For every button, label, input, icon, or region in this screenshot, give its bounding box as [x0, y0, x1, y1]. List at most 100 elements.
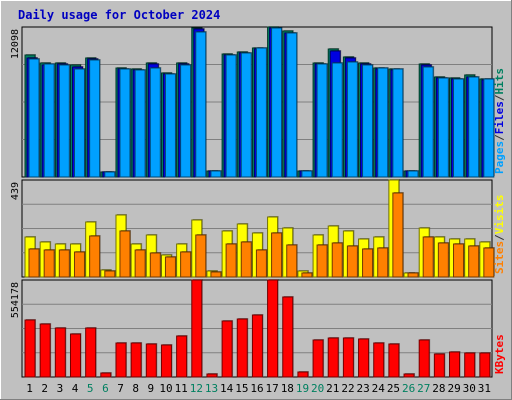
bar-face [468, 245, 480, 278]
bar-face [240, 52, 252, 178]
bar-visits-sites-day-30 [468, 245, 480, 278]
bar-kbytes-kbytes-day-27 [418, 339, 431, 378]
bar-face [286, 32, 298, 178]
bar-visits-sites-day-20 [316, 244, 329, 278]
bar-face [39, 323, 51, 378]
bar-face [69, 333, 81, 378]
bar-kbytes-kbytes-day-2 [39, 323, 52, 378]
bar-hits-pages-day-23 [362, 64, 374, 178]
bar-kbytes-kbytes-day-21 [327, 337, 340, 378]
bar-face [134, 69, 146, 178]
bar-visits-sites-day-14 [225, 243, 238, 278]
bar-face [373, 342, 385, 378]
bar-kbytes-kbytes-day-31 [479, 352, 491, 378]
bar-face [85, 327, 97, 378]
x-tick-label-day-13: 13 [205, 382, 218, 395]
bar-face [180, 64, 192, 178]
bar-visits-sites-day-12 [195, 234, 207, 278]
bar-face [160, 344, 172, 378]
bar-kbytes-kbytes-day-8 [130, 342, 143, 378]
bar-hits-pages-day-24 [377, 67, 389, 178]
x-tick-label-day-14: 14 [220, 382, 234, 395]
bar-face [251, 314, 263, 378]
x-tick-label-day-10: 10 [159, 382, 172, 395]
bar-visits-sites-day-22 [346, 245, 359, 278]
bar-hits-pages-day-7 [119, 68, 131, 178]
x-tick-label-day-17: 17 [266, 382, 279, 395]
bar-kbytes-kbytes-day-11 [176, 335, 188, 378]
x-tick-label-day-21: 21 [326, 382, 339, 395]
x-tick-label-day-26: 26 [402, 382, 415, 395]
bar-visits-sites-day-31 [483, 247, 495, 278]
x-tick-label-day-31: 31 [478, 382, 491, 395]
bar-hits-pages-day-20 [316, 63, 329, 178]
bar-face [191, 279, 203, 378]
bar-visits-sites-day-10 [164, 256, 177, 278]
bar-face [286, 244, 298, 278]
bar-face [346, 245, 358, 278]
bar-kbytes-kbytes-day-12 [191, 279, 203, 378]
bar-visits-sites-day-21 [331, 242, 344, 278]
bar-hits-pages-day-18 [286, 32, 298, 178]
bar-visits-sites-day-26 [407, 272, 420, 278]
bar-face [28, 58, 40, 178]
bar-kbytes-kbytes-day-17 [267, 279, 279, 378]
bar-face [236, 318, 248, 378]
bar-face [437, 242, 449, 278]
bar-hits-pages-day-14 [225, 54, 238, 178]
bar-face [418, 339, 430, 378]
bar-hits-pages-day-30 [468, 76, 480, 178]
bar-face [453, 78, 465, 178]
bar-face [130, 342, 142, 378]
legend-hits: Hits [493, 68, 506, 95]
bar-kbytes-kbytes-day-28 [433, 353, 446, 378]
legend-visits: Visits [493, 195, 506, 235]
bar-face [104, 171, 116, 178]
x-tick-label-day-11: 11 [175, 382, 188, 395]
legend-pages: Pages [493, 141, 506, 174]
bar-face [453, 243, 465, 278]
x-tick-label-day-8: 8 [132, 382, 139, 395]
x-tick-label-day-25: 25 [387, 382, 400, 395]
bar-face [407, 272, 419, 278]
bar-face [210, 271, 222, 278]
bar-kbytes-kbytes-day-13 [206, 373, 218, 378]
x-tick-label-day-4: 4 [72, 382, 79, 395]
bar-hits-pages-day-8 [134, 69, 147, 178]
bar-face [403, 373, 415, 378]
panel-kbytes-ymax-label: 554178 [10, 282, 21, 318]
bar-face [221, 320, 233, 378]
bar-face [316, 244, 328, 278]
bar-face [225, 54, 237, 178]
bar-kbytes-kbytes-day-18 [282, 296, 294, 378]
bar-kbytes-kbytes-day-4 [69, 333, 82, 378]
bar-face [195, 31, 207, 178]
bar-visits-sites-day-6 [104, 270, 116, 278]
bar-visits-sites-day-24 [377, 247, 389, 278]
bar-face [73, 251, 85, 278]
bar-hits-pages-day-4 [73, 68, 86, 178]
bar-face [119, 68, 131, 178]
bar-face [358, 338, 370, 378]
bar-face [164, 256, 176, 278]
bar-visits-sites-day-27 [422, 236, 435, 278]
bar-hits-pages-day-19 [301, 170, 313, 178]
bar-face [377, 247, 389, 278]
bar-hits-pages-day-10 [164, 73, 177, 178]
x-tick-label-day-6: 6 [102, 382, 109, 395]
bar-face [362, 64, 374, 178]
bar-face [28, 248, 40, 278]
bar-visits-sites-day-11 [180, 251, 192, 278]
bar-kbytes-kbytes-day-5 [85, 327, 97, 378]
bar-face [437, 77, 449, 178]
x-tick-label-day-28: 28 [432, 382, 445, 395]
bar-kbytes-kbytes-day-29 [449, 351, 461, 378]
bar-face [312, 339, 324, 378]
bar-face [422, 66, 434, 178]
bar-face [206, 373, 218, 378]
bar-face [468, 76, 480, 178]
bar-face [58, 64, 70, 178]
bar-face [392, 68, 404, 178]
x-tick-label-day-29: 29 [447, 382, 460, 395]
